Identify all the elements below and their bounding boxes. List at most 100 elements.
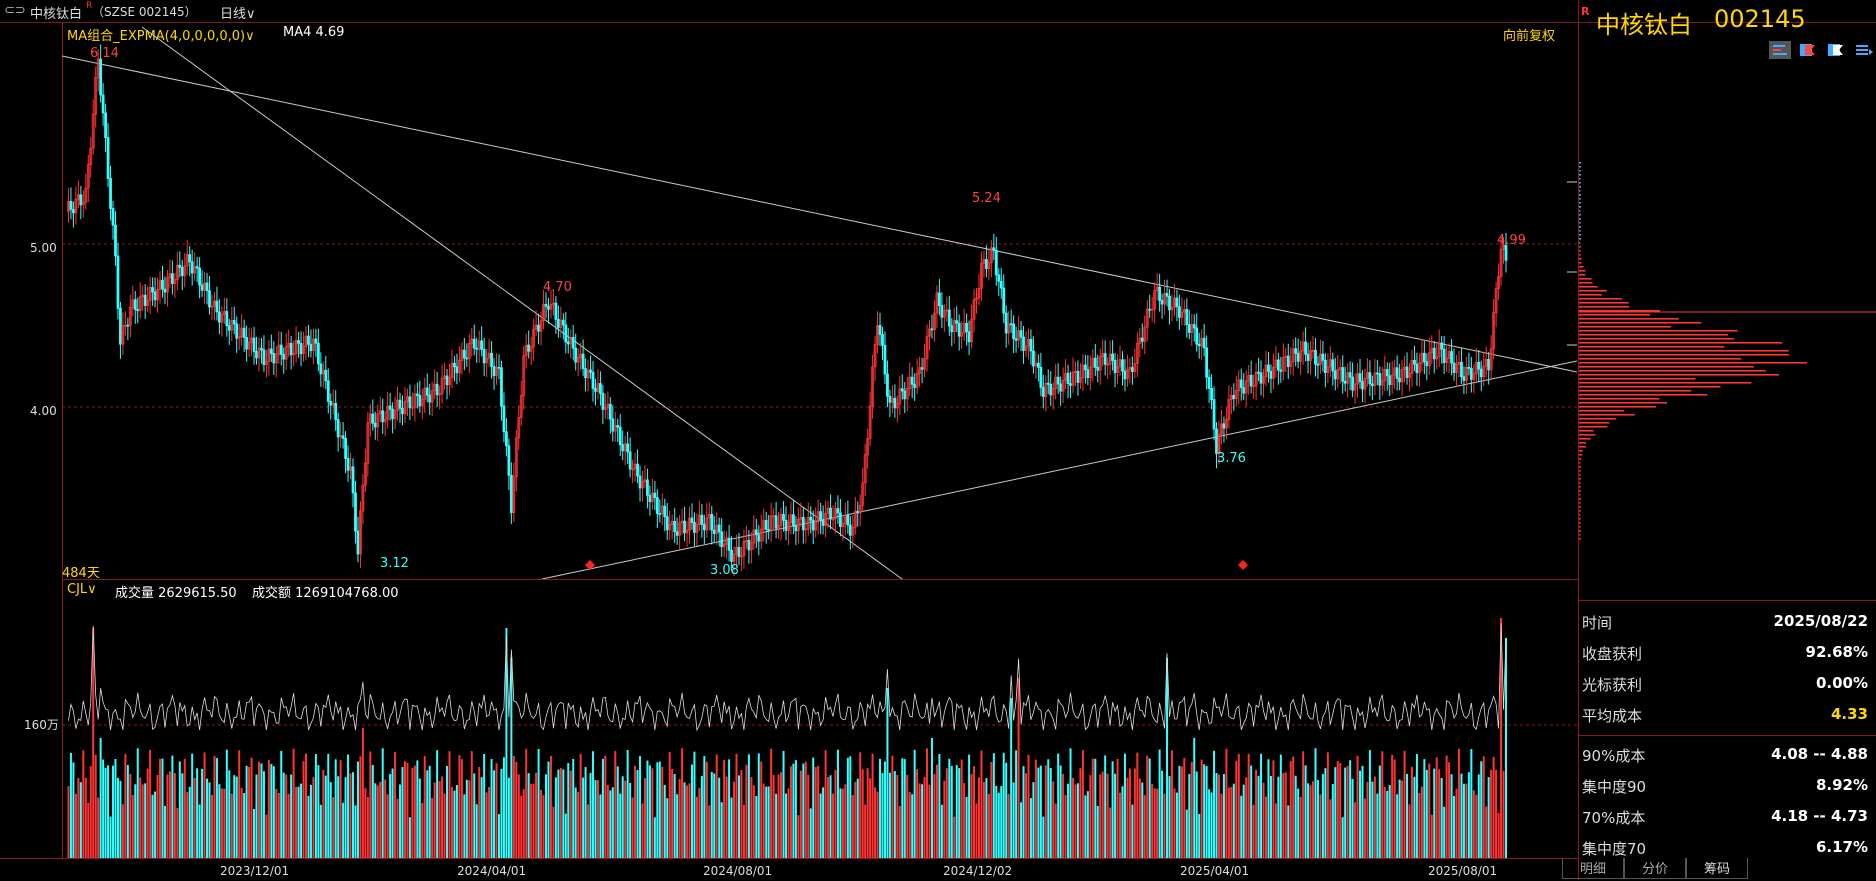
volume-bar <box>1235 760 1238 858</box>
volume-bar <box>569 770 572 858</box>
volume-bar <box>1475 794 1478 858</box>
chip-bar <box>1579 194 1581 196</box>
candle-body <box>269 348 273 354</box>
candle-body <box>757 534 761 542</box>
candle-body <box>1138 337 1142 344</box>
period-selector[interactable]: 日线∨ <box>220 3 256 22</box>
bar-chart-icon[interactable] <box>1769 41 1791 59</box>
volume-bar <box>1205 766 1208 858</box>
volume-bar <box>785 793 787 858</box>
volume-bar <box>1472 790 1475 858</box>
candle-body <box>680 520 684 524</box>
low-label: 3.76 <box>1217 451 1246 466</box>
candle-body <box>1225 419 1228 429</box>
list-icon[interactable] <box>1853 41 1875 59</box>
volume-bar <box>1505 638 1507 858</box>
chip-bar <box>1579 306 1630 308</box>
candle-body <box>628 451 632 470</box>
volume-bar <box>309 784 312 858</box>
candle-body <box>1046 382 1050 385</box>
candle-body <box>170 273 174 284</box>
candle-body <box>1086 369 1090 379</box>
volume-bar <box>146 768 149 858</box>
candle-body <box>636 463 639 477</box>
volume-bar <box>968 754 971 858</box>
candle-body <box>418 395 422 407</box>
volume-bar <box>418 778 421 858</box>
volume-bar <box>292 748 295 858</box>
candle-body <box>1180 311 1184 318</box>
volume-bar <box>953 816 956 858</box>
volume-bar <box>515 761 518 858</box>
volume-bar <box>290 774 293 858</box>
chip-bar <box>1579 238 1581 240</box>
candle-body <box>235 323 239 339</box>
volume-bar <box>1027 754 1030 858</box>
candle-body <box>527 344 531 352</box>
candle-body <box>873 344 877 367</box>
candle-body <box>250 337 253 343</box>
candle-body <box>952 320 956 333</box>
candle-body <box>450 362 454 378</box>
candle-body <box>688 517 691 531</box>
volume-bar <box>92 628 95 858</box>
candle-body <box>133 299 137 310</box>
flag-outline-icon[interactable] <box>1825 41 1847 59</box>
volume-bar <box>901 758 904 858</box>
volume-bar <box>522 789 525 858</box>
volume-bar <box>1032 782 1035 858</box>
candle-body <box>151 287 154 293</box>
candle-body <box>1254 371 1258 387</box>
tab-detail[interactable]: 明细 <box>1562 858 1624 879</box>
candle-body <box>505 431 508 447</box>
volume-chart[interactable] <box>62 580 1577 858</box>
info-key: 时间 <box>1582 614 1613 632</box>
volume-bar <box>1289 761 1292 858</box>
candle-body <box>700 514 704 525</box>
volume-bar <box>1020 802 1023 858</box>
volume-bar <box>1057 753 1060 858</box>
adjust-mode[interactable]: 向前复权 <box>1503 29 1556 44</box>
chip-bar <box>1579 522 1581 524</box>
volume-bar <box>401 767 404 858</box>
volume-bar <box>532 783 535 858</box>
candle-body <box>1227 399 1231 420</box>
link-icon[interactable]: ⊂⊃ <box>4 3 26 18</box>
flag-icon[interactable] <box>1797 41 1819 59</box>
candle-body <box>1462 376 1466 381</box>
volume-bar <box>465 779 468 858</box>
volume-bar <box>945 768 948 858</box>
candle-body <box>1467 366 1471 369</box>
volume-bar <box>1279 754 1282 858</box>
chip-bar <box>1579 198 1581 200</box>
candle-body <box>433 383 437 392</box>
volume-bar <box>549 756 552 858</box>
volume-bar <box>1000 786 1003 858</box>
chip-bar <box>1579 206 1581 208</box>
candle-body <box>1440 342 1444 350</box>
candle-body <box>561 319 565 326</box>
chip-bar <box>1579 382 1752 384</box>
volume-bar <box>1247 753 1250 858</box>
volume-bar <box>1188 774 1191 858</box>
candle-body <box>183 265 187 277</box>
candle-body <box>222 311 226 315</box>
candle-body <box>772 515 776 518</box>
tab-price-split[interactable]: 分价 <box>1624 858 1686 879</box>
candle-body <box>774 515 778 529</box>
candle-body <box>1296 352 1300 362</box>
volume-bar <box>639 756 642 858</box>
candle-body <box>683 520 686 534</box>
price-chart[interactable] <box>62 22 1577 579</box>
volume-bar <box>695 796 698 858</box>
indicator-selector[interactable]: MA组合_EXPMA(4,0,0,0,0,0)∨ <box>67 25 255 44</box>
candle-body <box>517 417 521 439</box>
volume-indicator-selector[interactable]: CJL∨ <box>67 582 97 597</box>
tab-chips[interactable]: 筹码 <box>1686 858 1748 879</box>
candle-body <box>950 325 954 333</box>
volume-bar <box>1438 769 1441 858</box>
candle-body <box>589 369 592 373</box>
volume-bar <box>767 786 770 858</box>
info-row: 70%成本 4.18 -- 4.73 <box>1582 803 1872 829</box>
candle-body <box>339 435 343 438</box>
